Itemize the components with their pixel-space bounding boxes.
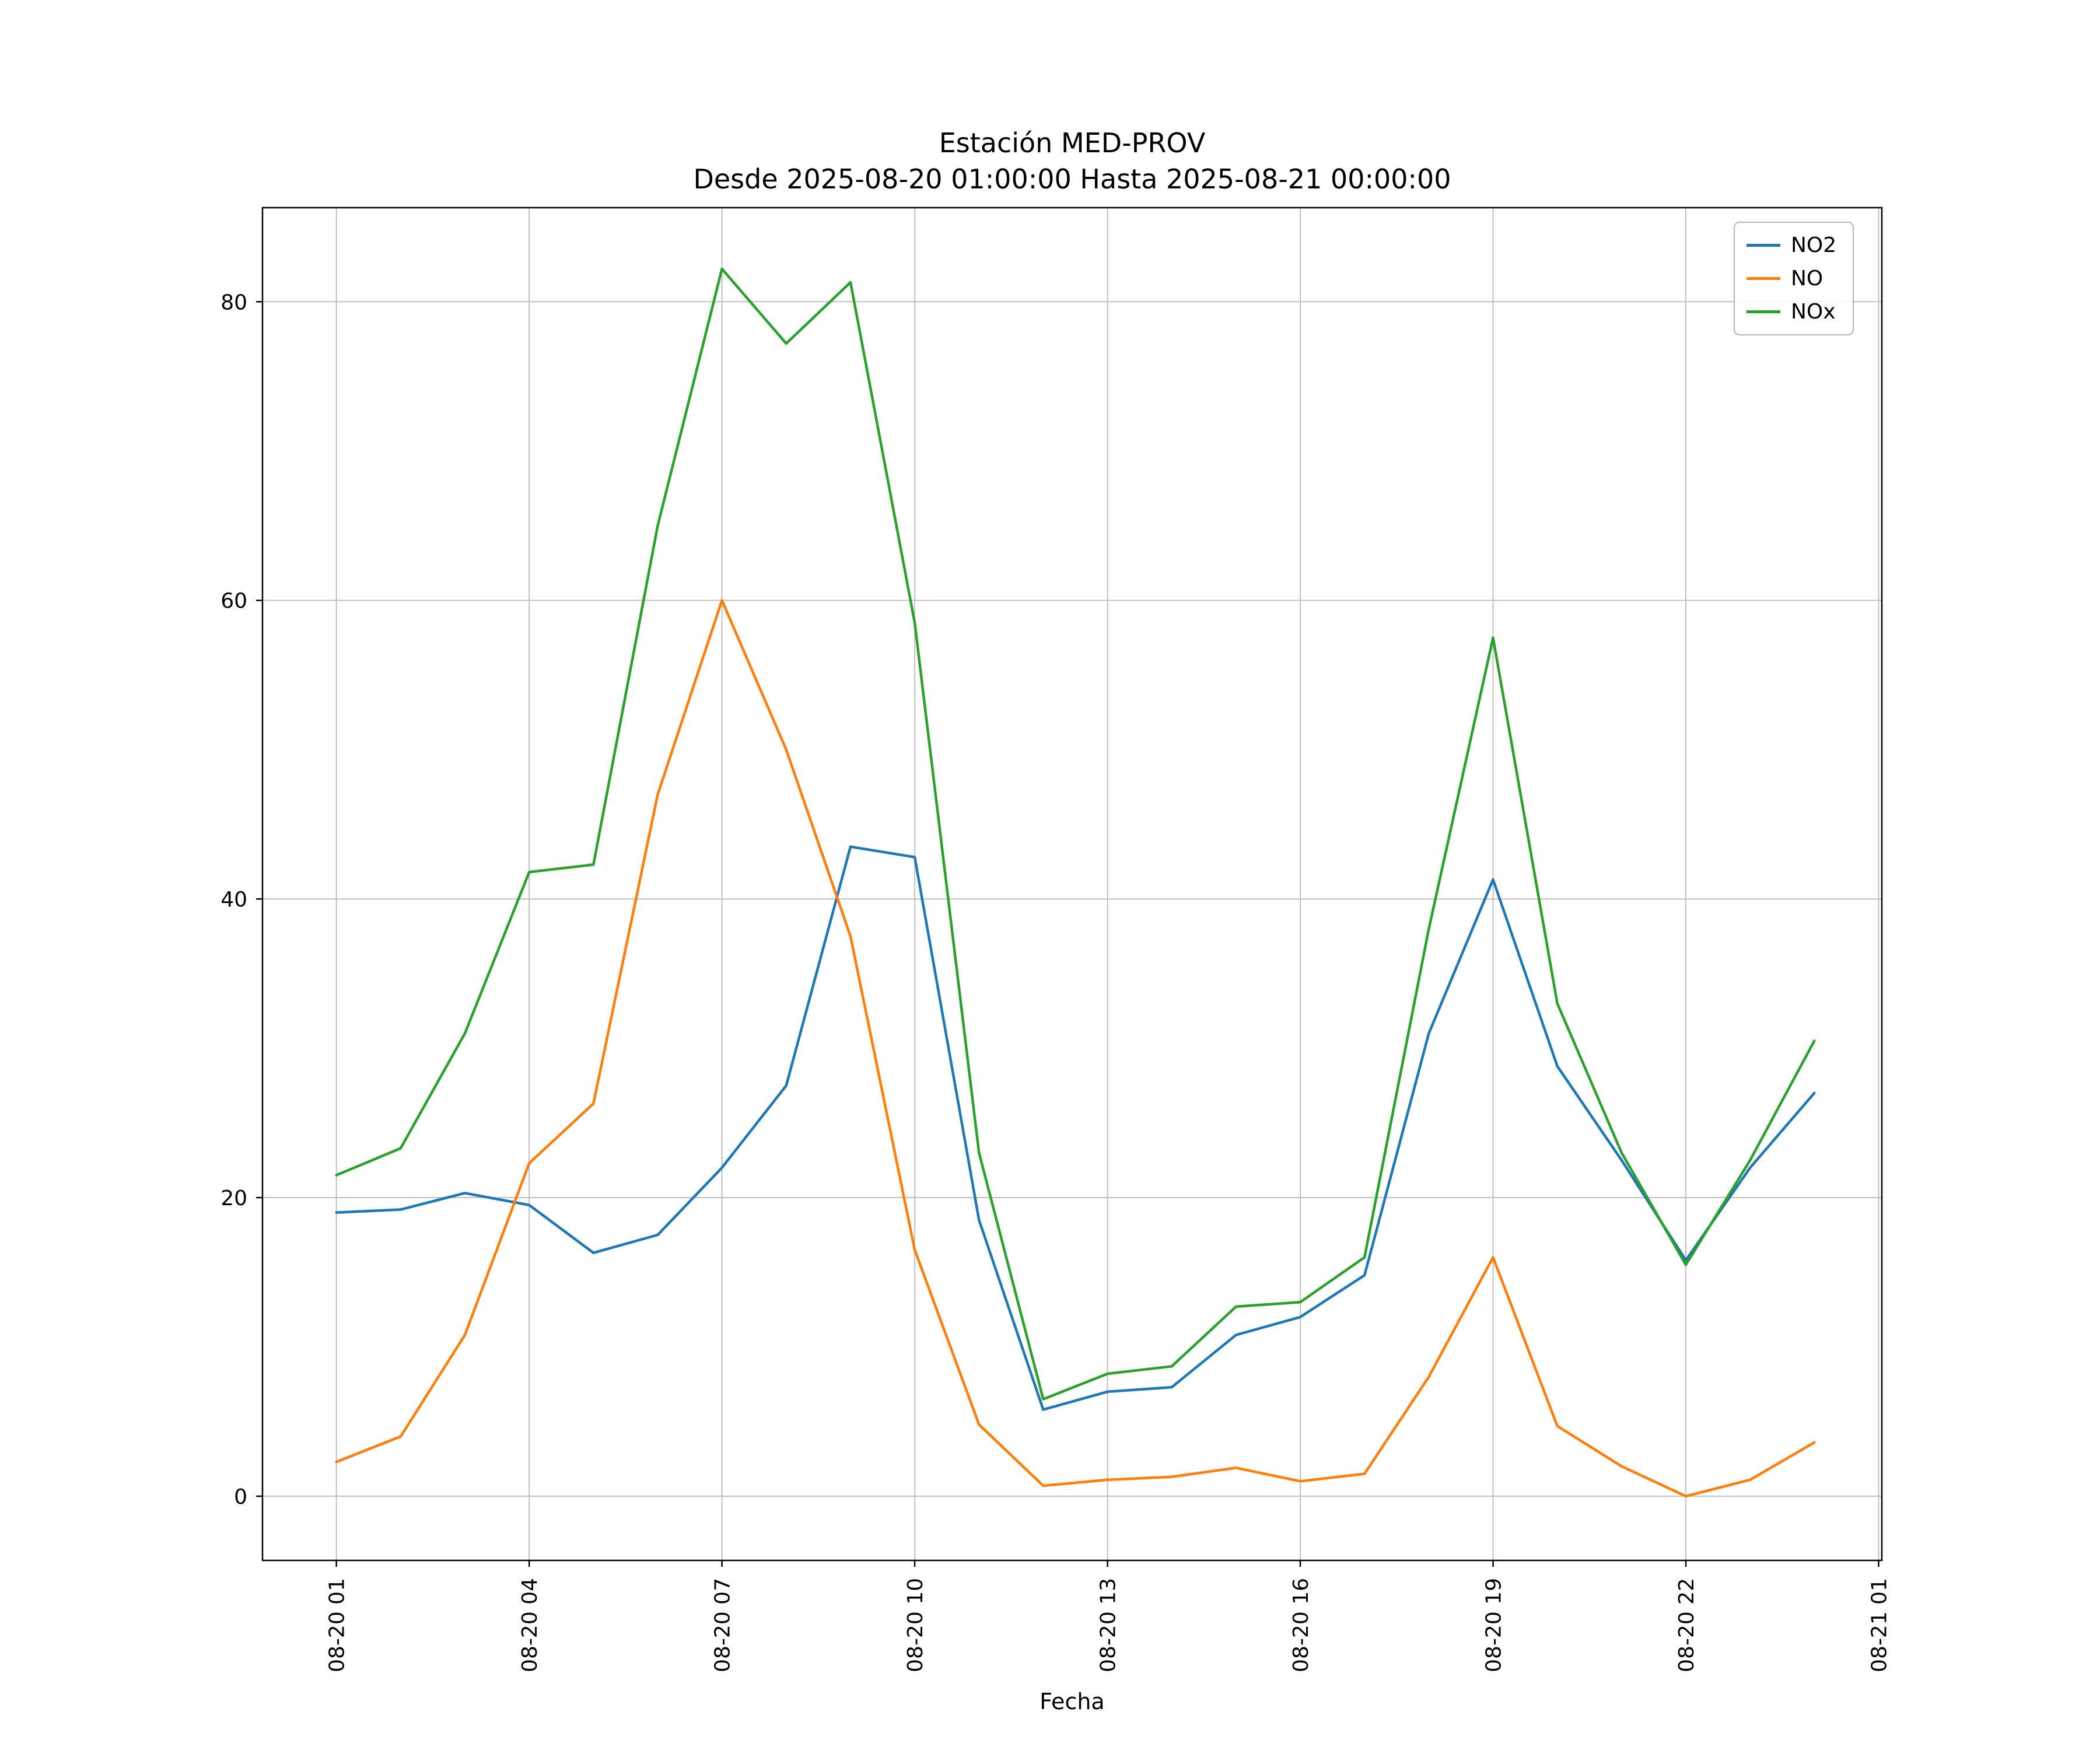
x-tick-label: 08-20 07 bbox=[711, 1578, 735, 1672]
legend-label-no: NO bbox=[1791, 267, 1824, 290]
legend-label-nox: NOx bbox=[1791, 300, 1836, 324]
y-tick-label: 0 bbox=[234, 1485, 247, 1509]
legend-line-swatch-no2 bbox=[1746, 244, 1780, 247]
series-line-no2 bbox=[335, 845, 1816, 1411]
x-tick-label: 08-20 04 bbox=[518, 1578, 542, 1672]
series-line-nox bbox=[335, 267, 1816, 1401]
legend-item-no: NO bbox=[1746, 267, 1836, 290]
chart-title: Estación MED-PROV Desde 2025-08-20 01:00… bbox=[262, 125, 1882, 197]
x-tick-label: 08-20 22 bbox=[1675, 1578, 1699, 1672]
x-tick-label: 08-20 13 bbox=[1097, 1578, 1121, 1672]
legend-item-nox: NOx bbox=[1746, 300, 1836, 324]
x-tick-label: 08-20 19 bbox=[1482, 1578, 1506, 1672]
x-axis-label: Fecha bbox=[1040, 1689, 1105, 1714]
y-tick-label: 60 bbox=[220, 589, 247, 613]
legend-line-swatch-nox bbox=[1746, 310, 1780, 313]
chart-title-line1: Estación MED-PROV bbox=[939, 127, 1206, 159]
y-tick-label: 40 bbox=[220, 888, 247, 912]
y-tick-label: 20 bbox=[220, 1186, 247, 1210]
x-tick-label: 08-20 01 bbox=[326, 1578, 349, 1672]
x-tick-label: 08-20 10 bbox=[904, 1578, 928, 1672]
x-tick-label: 08-21 01 bbox=[1867, 1578, 1891, 1672]
legend-line-swatch-no bbox=[1746, 277, 1780, 280]
chart-title-line2: Desde 2025-08-20 01:00:00 Hasta 2025-08-… bbox=[693, 163, 1451, 195]
y-tick-label: 80 bbox=[220, 290, 247, 314]
legend-label-no2: NO2 bbox=[1791, 233, 1837, 257]
legend-item-no2: NO2 bbox=[1746, 233, 1836, 257]
plot-border bbox=[261, 206, 1883, 1562]
legend: NO2 NO NOx bbox=[1734, 222, 1854, 335]
series-line-no bbox=[335, 598, 1816, 1498]
x-tick-label: 08-20 16 bbox=[1289, 1578, 1313, 1672]
